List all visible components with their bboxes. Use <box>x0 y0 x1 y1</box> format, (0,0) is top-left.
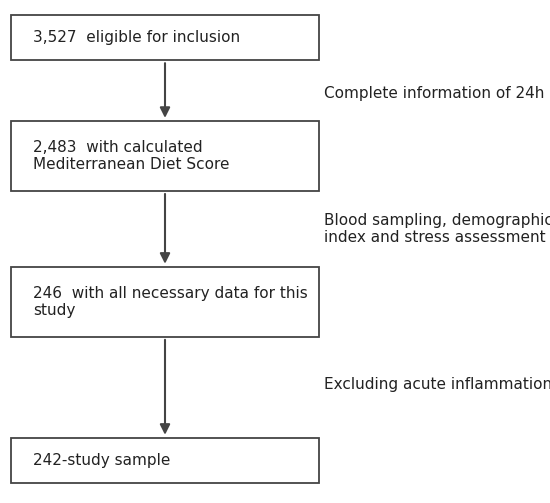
Text: 3,527  eligible for inclusion: 3,527 eligible for inclusion <box>33 30 240 45</box>
Text: Excluding acute inflammation: Excluding acute inflammation <box>324 377 550 392</box>
FancyBboxPatch shape <box>11 15 319 60</box>
Text: Complete information of 24h dietary recall: Complete information of 24h dietary reca… <box>324 86 550 101</box>
Text: 2,483  with calculated
Mediterranean Diet Score: 2,483 with calculated Mediterranean Diet… <box>33 140 229 172</box>
Text: Blood sampling, demographics data, body mass
index and stress assessment: Blood sampling, demographics data, body … <box>324 213 550 245</box>
Text: 242-study sample: 242-study sample <box>33 453 170 468</box>
FancyBboxPatch shape <box>11 121 319 191</box>
FancyBboxPatch shape <box>11 438 319 483</box>
FancyBboxPatch shape <box>11 267 319 337</box>
Text: 246  with all necessary data for this
study: 246 with all necessary data for this stu… <box>33 286 308 318</box>
